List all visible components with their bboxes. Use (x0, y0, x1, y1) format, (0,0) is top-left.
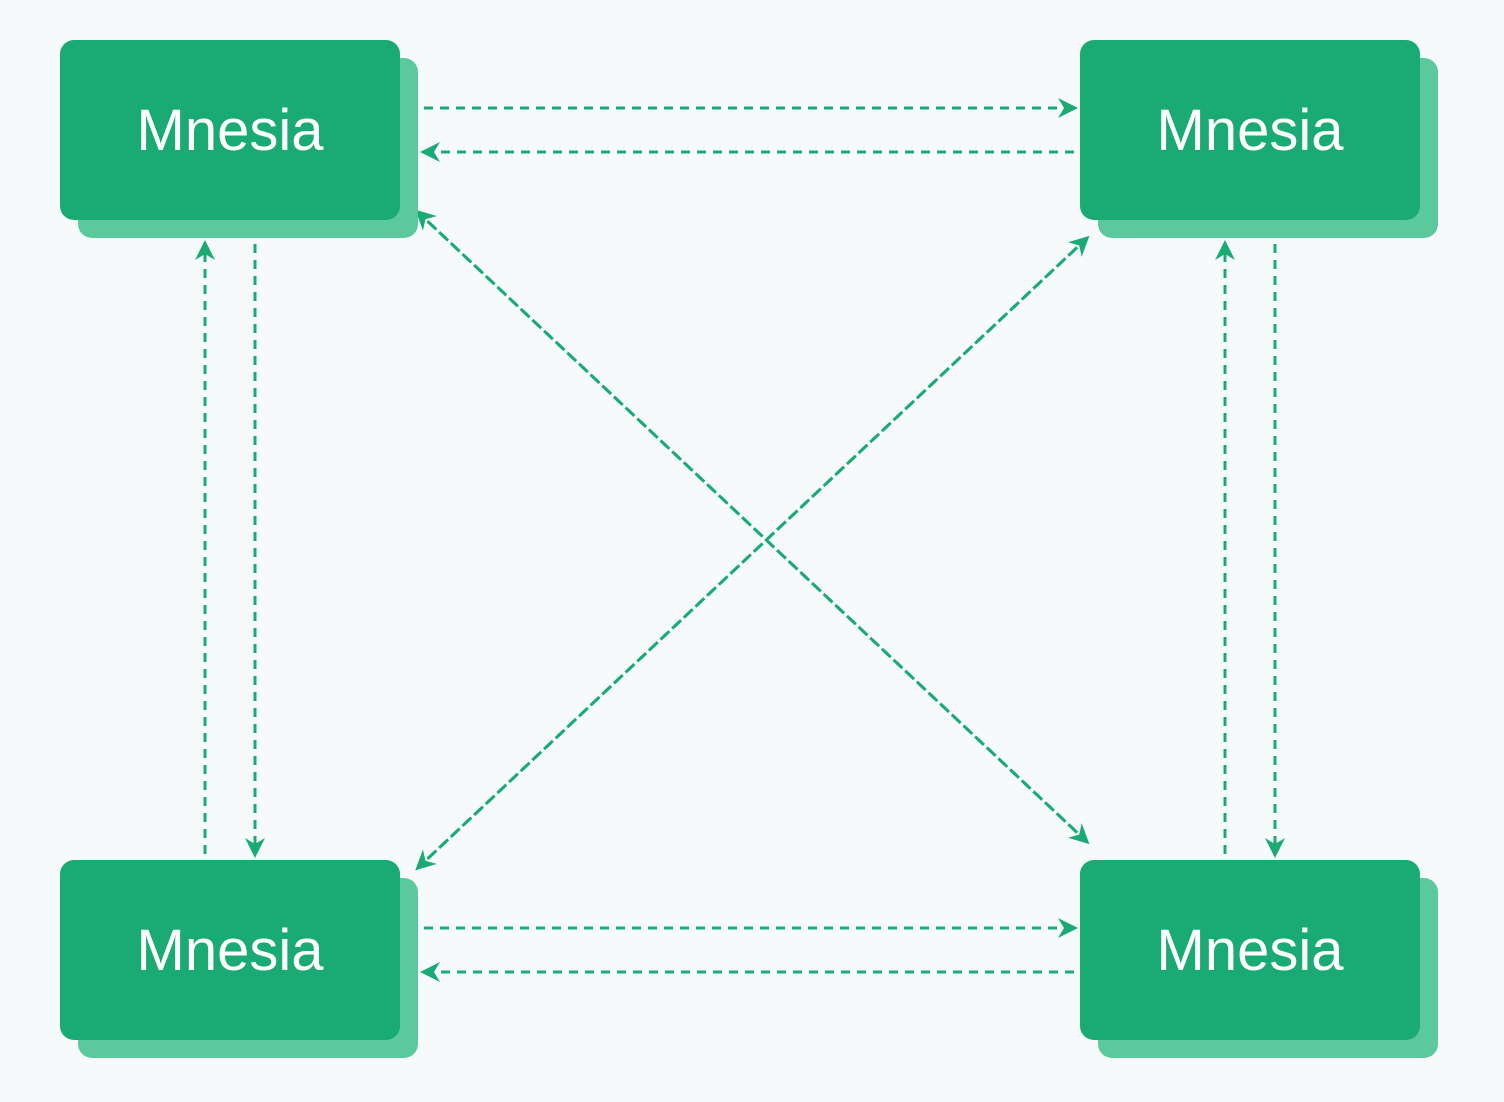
edge-br-tl (418, 212, 1086, 841)
node-bl: Mnesia (60, 860, 400, 1040)
node-box: Mnesia (1080, 40, 1420, 220)
diagram-canvas: Mnesia Mnesia Mnesia Mnesia (0, 0, 1504, 1102)
node-label: Mnesia (1157, 917, 1344, 984)
edge-bl-tr (418, 239, 1086, 868)
node-box: Mnesia (1080, 860, 1420, 1040)
edge-tl-br (418, 212, 1086, 841)
node-br: Mnesia (1080, 860, 1420, 1040)
edge-tr-bl (418, 239, 1086, 868)
node-tl: Mnesia (60, 40, 400, 220)
node-label: Mnesia (137, 97, 324, 164)
node-box: Mnesia (60, 860, 400, 1040)
node-label: Mnesia (1157, 97, 1344, 164)
node-box: Mnesia (60, 40, 400, 220)
node-label: Mnesia (137, 917, 324, 984)
node-tr: Mnesia (1080, 40, 1420, 220)
